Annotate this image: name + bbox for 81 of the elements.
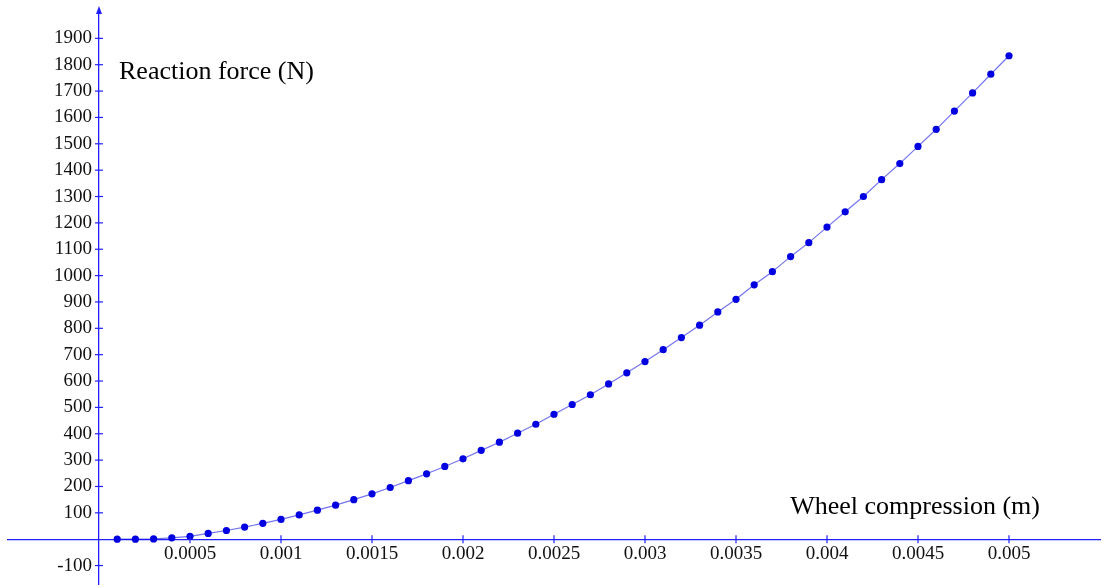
point [131, 535, 139, 543]
y-tick-label: 900 [63, 289, 92, 311]
point [222, 526, 230, 535]
point [386, 483, 394, 492]
point [332, 501, 340, 509]
y-tick-label: 1200 [54, 210, 92, 232]
x-tick-label: 0.0005 [163, 541, 217, 563]
x-tick-label: 0.002 [441, 541, 485, 563]
point [805, 239, 813, 247]
point [768, 268, 776, 276]
point [732, 295, 740, 303]
point [677, 333, 685, 342]
y-tick-label: 1500 [54, 131, 92, 153]
point [150, 535, 158, 543]
point [896, 159, 904, 168]
point [532, 420, 540, 428]
y-axis-title: Reaction force (N) [119, 56, 314, 86]
y-tick-label: 1900 [54, 26, 92, 48]
y-tick-label: 1800 [54, 52, 92, 74]
x-tick-label: 0.001 [259, 541, 303, 563]
point [696, 321, 704, 329]
y-tick-label: 1100 [54, 237, 92, 259]
point [259, 519, 267, 527]
point [113, 535, 121, 543]
point [550, 410, 558, 418]
y-tick-label: 1700 [54, 79, 92, 101]
point [750, 281, 758, 289]
y-tick-label: 1600 [54, 105, 92, 127]
point [714, 308, 722, 316]
point [495, 438, 503, 446]
x-tick-label: 0.0045 [891, 541, 945, 563]
point [313, 506, 321, 514]
y-tick-label: 400 [63, 421, 92, 443]
y-tick-label: 500 [63, 395, 92, 417]
point [823, 223, 831, 231]
point [477, 446, 485, 454]
y-tick-label: 1300 [54, 184, 92, 206]
y-tick-label: 700 [63, 342, 92, 364]
y-tick-label: 600 [63, 369, 92, 391]
point [659, 346, 667, 354]
point [459, 455, 467, 463]
y-tick-label: -100 [57, 553, 92, 575]
point [241, 523, 249, 531]
point [787, 253, 795, 261]
point [204, 529, 212, 537]
point [932, 125, 940, 133]
point [350, 496, 358, 504]
y-tick-label: 100 [63, 500, 92, 522]
x-tick-label: 0.003 [623, 541, 667, 563]
x-tick-label: 0.0035 [709, 541, 763, 563]
point [277, 515, 285, 524]
point [859, 192, 867, 201]
point [423, 470, 431, 478]
point [987, 70, 995, 78]
y-tick-label: 1000 [54, 263, 92, 285]
point [969, 89, 977, 97]
point [950, 107, 958, 115]
x-axis-title: Wheel compression (m) [790, 491, 1040, 521]
x-tick-label: 0.0025 [527, 541, 581, 563]
point [878, 176, 886, 184]
point [168, 534, 176, 542]
point [404, 477, 412, 485]
point [1005, 52, 1013, 60]
y-tick-label: 300 [63, 448, 92, 470]
point [841, 208, 849, 216]
point [605, 380, 613, 388]
point [914, 142, 922, 151]
point [514, 429, 522, 437]
x-tick-label: 0.005 [987, 541, 1031, 563]
point [568, 400, 576, 409]
y-tick-label: 1400 [54, 158, 92, 180]
point [295, 511, 303, 519]
point [641, 357, 649, 366]
y-tick-label: 800 [63, 316, 92, 338]
point [586, 391, 594, 399]
y-tick-label: 200 [63, 474, 92, 496]
point [623, 369, 631, 377]
point [368, 490, 376, 498]
x-tick-label: 0.0015 [345, 541, 399, 563]
x-tick-label: 0.004 [805, 541, 849, 563]
point [441, 462, 449, 471]
